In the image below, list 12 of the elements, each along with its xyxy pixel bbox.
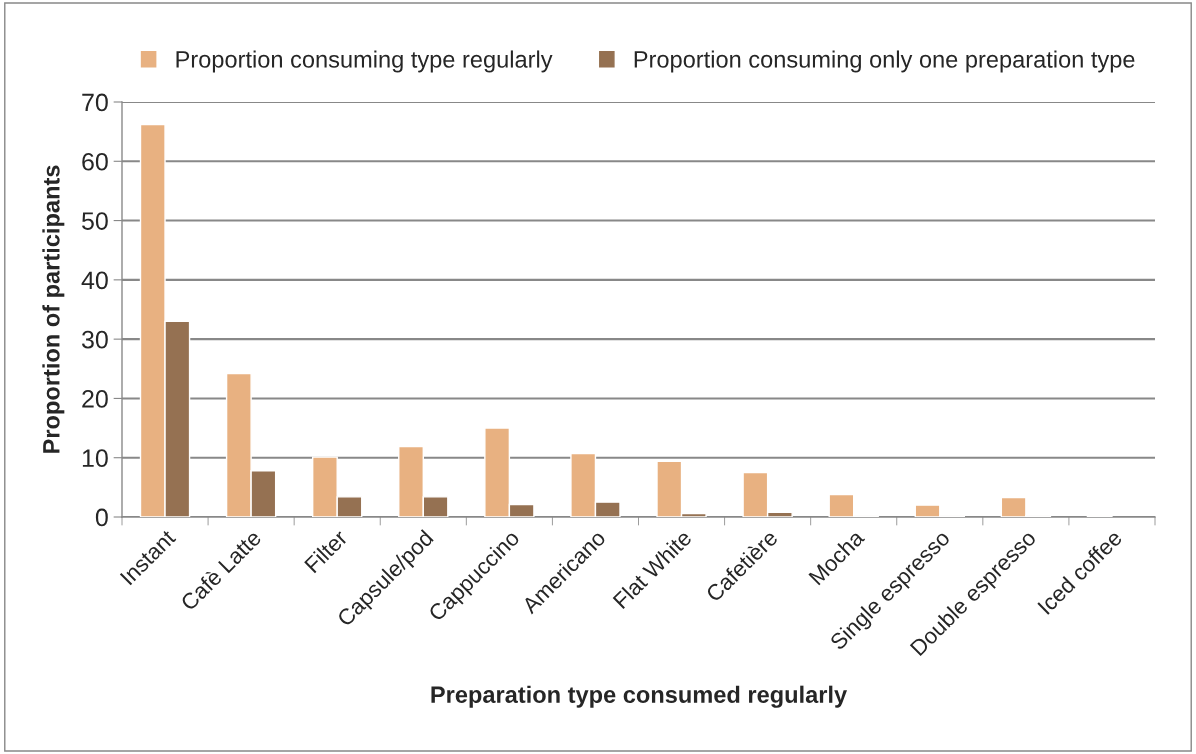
legend-label: Proportion consuming type regularly <box>176 50 553 73</box>
y-tick-label: 20 <box>82 390 108 408</box>
y-tick-label: 0 <box>95 508 108 527</box>
y-tick-label: 50 <box>82 212 108 230</box>
y-tick-label: 70 <box>82 93 108 112</box>
y-tick-label: 30 <box>81 330 108 349</box>
y-axis-title: Proportion of participants <box>42 165 65 453</box>
y-tick-label: 60 <box>82 152 108 171</box>
y-tick-label: 10 <box>82 449 108 468</box>
y-tick-label: 40 <box>81 271 108 290</box>
x-axis-title: Preparation type consumed regularly <box>431 685 848 708</box>
legend-label: Proportion consuming only one preparation type <box>634 50 1135 73</box>
